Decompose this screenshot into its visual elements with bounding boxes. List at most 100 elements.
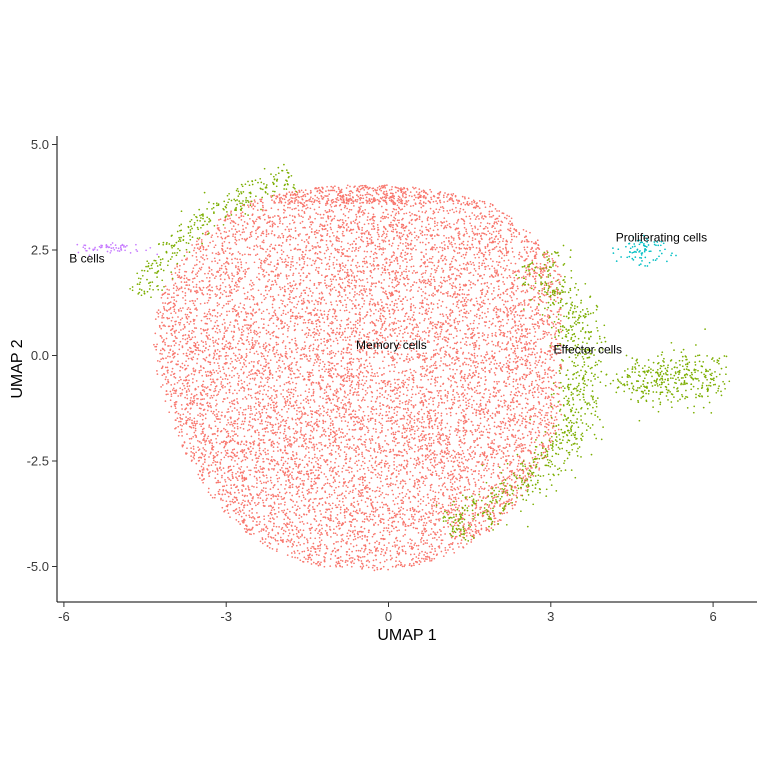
data-point xyxy=(504,306,507,309)
data-point xyxy=(318,405,321,407)
data-point xyxy=(469,218,472,220)
data-point xyxy=(344,392,346,394)
data-point xyxy=(396,335,399,337)
data-point xyxy=(338,500,341,502)
data-point xyxy=(290,499,293,502)
data-point xyxy=(348,278,350,281)
data-point xyxy=(424,517,426,520)
data-point xyxy=(215,232,218,235)
data-point xyxy=(329,222,332,225)
data-point xyxy=(449,315,452,317)
data-point xyxy=(338,204,341,207)
data-point xyxy=(372,222,375,225)
data-point xyxy=(249,329,252,332)
data-point xyxy=(267,514,270,517)
data-point xyxy=(269,220,271,222)
data-point xyxy=(206,392,209,395)
data-point xyxy=(499,445,501,447)
data-point xyxy=(219,232,222,235)
data-point xyxy=(497,399,500,402)
data-point xyxy=(329,215,332,218)
data-point xyxy=(332,426,335,429)
data-point xyxy=(321,368,324,371)
data-point xyxy=(398,454,401,457)
data-point xyxy=(382,251,385,254)
data-point xyxy=(547,282,550,285)
data-point xyxy=(375,431,377,433)
data-point xyxy=(215,295,217,298)
data-point xyxy=(481,291,483,294)
data-point xyxy=(451,478,454,480)
data-point xyxy=(310,547,312,550)
data-point xyxy=(344,446,346,448)
data-point xyxy=(424,282,427,285)
data-point xyxy=(465,301,468,303)
data-point xyxy=(240,219,243,221)
data-point xyxy=(272,283,275,286)
data-point xyxy=(360,443,363,445)
data-point xyxy=(201,418,204,421)
data-point xyxy=(447,247,449,250)
data-point xyxy=(248,516,251,518)
data-point xyxy=(275,396,278,398)
data-point xyxy=(185,277,188,279)
data-point xyxy=(463,298,466,301)
data-point xyxy=(260,489,263,491)
data-point xyxy=(486,462,489,465)
data-point xyxy=(386,547,388,549)
data-point xyxy=(369,417,372,420)
data-point xyxy=(328,482,331,485)
data-point xyxy=(281,509,283,512)
data-point xyxy=(464,389,466,391)
data-point xyxy=(299,521,301,523)
data-point xyxy=(218,328,221,331)
data-point xyxy=(516,314,519,316)
data-point xyxy=(434,550,437,552)
data-point xyxy=(541,419,544,422)
data-point xyxy=(265,377,267,379)
data-point xyxy=(327,313,330,316)
data-point xyxy=(468,388,470,390)
data-point xyxy=(430,358,432,361)
data-point xyxy=(380,216,382,219)
data-point xyxy=(184,292,187,294)
data-point xyxy=(352,489,354,492)
data-point xyxy=(325,398,327,401)
data-point xyxy=(509,409,512,411)
data-point xyxy=(225,351,228,354)
data-point xyxy=(436,267,438,269)
data-point xyxy=(244,408,247,411)
data-point xyxy=(292,280,295,282)
data-point xyxy=(424,202,427,205)
data-point xyxy=(271,460,274,463)
data-point xyxy=(260,376,262,379)
data-point xyxy=(390,245,393,247)
data-point xyxy=(438,402,440,404)
data-point xyxy=(284,488,286,490)
data-point xyxy=(227,367,230,370)
data-point xyxy=(411,447,413,450)
data-point xyxy=(241,366,244,368)
data-point xyxy=(339,336,342,339)
data-point xyxy=(439,364,441,367)
data-point xyxy=(389,261,392,264)
data-point xyxy=(160,296,163,299)
data-point xyxy=(190,373,193,375)
data-point xyxy=(454,509,457,512)
data-point xyxy=(276,259,279,262)
data-point xyxy=(238,475,241,477)
data-point xyxy=(423,412,426,415)
data-point xyxy=(531,351,534,354)
data-point xyxy=(298,458,301,461)
data-point xyxy=(448,378,450,381)
data-point xyxy=(269,250,272,252)
data-point xyxy=(379,334,382,337)
data-point xyxy=(462,201,465,204)
data-point xyxy=(409,290,411,292)
data-point xyxy=(359,194,362,196)
data-point xyxy=(268,289,270,292)
data-point xyxy=(318,420,321,423)
data-point xyxy=(396,389,399,391)
data-point xyxy=(300,445,303,448)
data-point xyxy=(408,441,411,443)
